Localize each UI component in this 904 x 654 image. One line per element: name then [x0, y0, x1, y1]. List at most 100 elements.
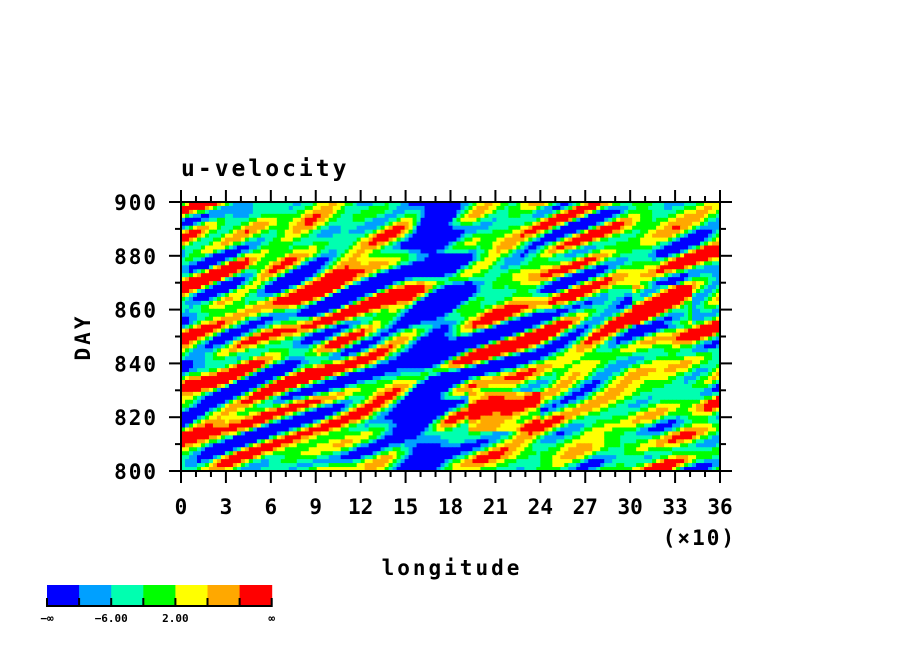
heatmap-cell	[712, 340, 717, 346]
heatmap-cell	[292, 233, 298, 239]
heatmap-cell	[572, 296, 577, 302]
heatmap-cell	[320, 225, 326, 231]
heatmap-cell	[264, 205, 270, 211]
heatmap-cell	[400, 296, 406, 302]
heatmap-cell	[704, 312, 709, 318]
heatmap-cell	[404, 233, 410, 239]
heatmap-cell	[264, 289, 270, 294]
heatmap-cell	[664, 328, 669, 334]
heatmap-cell	[616, 205, 621, 211]
heatmap-cell	[504, 296, 509, 302]
heatmap-cell	[228, 316, 234, 322]
heatmap-cell	[536, 265, 541, 270]
heatmap-cell	[520, 213, 525, 219]
heatmap-cell	[608, 285, 613, 290]
heatmap-cell	[244, 324, 250, 330]
heatmap-cell	[388, 281, 394, 286]
heatmap-cell	[300, 320, 306, 326]
heatmap-cell	[620, 344, 625, 349]
heatmap-cell	[320, 233, 326, 239]
heatmap-cell	[444, 209, 450, 215]
heatmap-cell	[400, 265, 406, 270]
heatmap-cell	[356, 285, 362, 290]
heatmap-cell	[340, 205, 346, 211]
heatmap-cell	[224, 249, 230, 255]
heatmap-cell	[420, 225, 426, 231]
heatmap-cell	[268, 289, 274, 294]
heatmap-cell	[252, 285, 258, 290]
heatmap-cell	[260, 289, 266, 294]
heatmap-cell	[380, 245, 386, 251]
heatmap-cell	[272, 241, 278, 247]
heatmap-cell	[264, 336, 270, 342]
heatmap-cell	[328, 225, 334, 231]
heatmap-cell	[500, 205, 505, 211]
heatmap-cell	[520, 328, 525, 334]
heatmap-cell	[644, 209, 649, 215]
heatmap-cell	[640, 265, 645, 270]
heatmap-cell	[312, 213, 318, 219]
heatmap-cell	[544, 253, 549, 258]
heatmap-cell	[488, 241, 494, 247]
heatmap-cell	[328, 300, 334, 306]
heatmap-cell	[204, 312, 210, 318]
heatmap-cell	[476, 340, 482, 346]
heatmap-cell	[356, 249, 362, 255]
heatmap-cell	[456, 253, 462, 258]
heatmap-cell	[352, 304, 358, 310]
heatmap-cell	[204, 265, 210, 270]
heatmap-cell	[496, 265, 502, 270]
heatmap-cell	[348, 300, 354, 306]
heatmap-cell	[448, 205, 454, 211]
heatmap-cell	[432, 221, 438, 227]
heatmap-cell	[576, 241, 581, 247]
heatmap-cell	[700, 300, 705, 306]
heatmap-cell	[392, 281, 398, 286]
heatmap-cell	[384, 229, 390, 235]
heatmap-cell	[384, 296, 390, 302]
heatmap-cell	[504, 253, 509, 258]
heatmap-cell	[676, 213, 681, 219]
heatmap-cell	[204, 257, 210, 262]
heatmap-cell	[716, 257, 721, 262]
heatmap-cell	[564, 245, 569, 251]
heatmap-cell	[220, 292, 226, 298]
heatmap-cell	[208, 217, 214, 223]
heatmap-cell	[220, 340, 226, 346]
heatmap-cell	[508, 229, 513, 235]
heatmap-cell	[644, 328, 649, 334]
heatmap-cell	[484, 221, 490, 227]
heatmap-cell	[292, 205, 298, 211]
heatmap-cell	[288, 324, 294, 330]
heatmap-cell	[304, 269, 310, 274]
heatmap-cell	[504, 312, 509, 318]
heatmap-cell	[452, 257, 458, 262]
heatmap-cell	[572, 328, 577, 334]
heatmap-cell	[492, 281, 498, 286]
heatmap-cell	[348, 241, 354, 247]
heatmap-cell	[260, 281, 266, 286]
heatmap-cell	[688, 281, 693, 286]
heatmap-cell	[396, 249, 402, 255]
heatmap-cell	[404, 213, 410, 219]
heatmap-cell	[372, 202, 378, 207]
heatmap-cell	[488, 225, 494, 231]
heatmap-cell	[580, 233, 585, 239]
heatmap-cell	[468, 225, 474, 231]
heatmap-cell	[604, 324, 609, 330]
heatmap-cell	[620, 202, 625, 207]
heatmap-cell	[712, 213, 717, 219]
heatmap-cell	[596, 205, 601, 211]
heatmap-cell	[256, 205, 262, 211]
heatmap-cell	[200, 340, 206, 346]
heatmap-cell	[540, 269, 545, 274]
heatmap-cell	[608, 292, 613, 298]
heatmap-cell	[636, 221, 641, 227]
heatmap-cell	[528, 257, 533, 262]
heatmap-cell	[412, 324, 418, 330]
heatmap-cell	[308, 202, 314, 207]
heatmap-cell	[352, 237, 358, 243]
heatmap-cell	[644, 300, 649, 306]
heatmap-cell	[432, 296, 438, 302]
heatmap-cell	[208, 312, 214, 318]
